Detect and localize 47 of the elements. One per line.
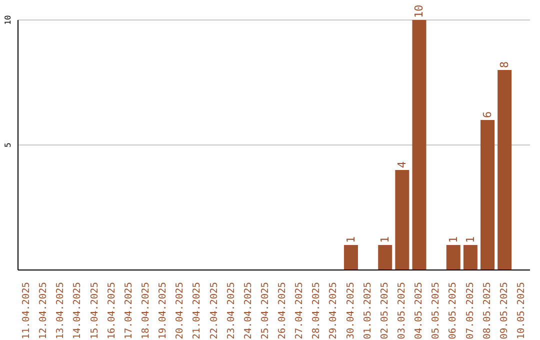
x-tick-label: 21.04.2025 (192, 282, 203, 340)
bar (498, 70, 512, 270)
data-label: 8 (498, 61, 512, 68)
x-tick-label: 17.04.2025 (123, 282, 134, 340)
x-tick-label: 06.05.2025 (448, 282, 459, 340)
x-tick-label: 23.04.2025 (226, 282, 237, 340)
x-tick-label: 05.05.2025 (430, 282, 442, 340)
x-tick-label: 04.05.2025 (414, 282, 425, 340)
x-tick-label: 20.04.2025 (174, 282, 186, 340)
bar (395, 170, 410, 270)
bar (378, 245, 392, 270)
x-tick-label: 27.04.2025 (294, 282, 306, 340)
x-tick-label: 28.04.2025 (311, 282, 322, 340)
x-tick-label: 22.04.2025 (208, 282, 220, 340)
bar (480, 120, 495, 270)
x-tick-label: 29.04.2025 (328, 282, 340, 340)
x-tick-label: 13.04.2025 (55, 282, 66, 340)
data-label: 1 (344, 236, 358, 243)
x-tick-label: 14.04.2025 (72, 282, 84, 340)
data-label: 1 (446, 236, 460, 243)
x-tick-label: 18.04.2025 (140, 282, 152, 340)
x-tick-label: 26.04.2025 (277, 282, 288, 340)
x-tick-label: 10.05.2025 (516, 282, 527, 340)
data-label: 1 (378, 236, 392, 243)
data-label: 1 (464, 236, 477, 243)
x-tick-label: 25.04.2025 (260, 282, 271, 340)
x-tick-label: 02.05.2025 (379, 282, 390, 340)
data-label: 10 (412, 4, 426, 18)
bar (412, 20, 426, 270)
bar (344, 245, 358, 270)
x-tick-label: 12.04.2025 (38, 282, 50, 340)
x-tick-label: 24.04.2025 (242, 282, 254, 340)
data-label: 6 (481, 111, 494, 118)
x-tick-label: 11.04.2025 (21, 282, 32, 340)
data-label: 4 (396, 161, 409, 168)
x-tick-label: 16.04.2025 (106, 282, 118, 340)
x-tick-label: 15.04.2025 (89, 282, 100, 340)
y-tick-label: 5 (4, 142, 12, 148)
bar (463, 245, 478, 270)
x-tick-label: 08.05.2025 (482, 282, 493, 340)
x-tick-label: 09.05.2025 (498, 282, 510, 340)
bar (446, 245, 460, 270)
x-tick-label: 07.05.2025 (464, 282, 476, 340)
x-tick-label: 03.05.2025 (396, 282, 408, 340)
x-tick-label: 19.04.2025 (158, 282, 169, 340)
x-tick-label: 01.05.2025 (362, 282, 374, 340)
x-tick-label: 30.04.2025 (345, 282, 356, 340)
